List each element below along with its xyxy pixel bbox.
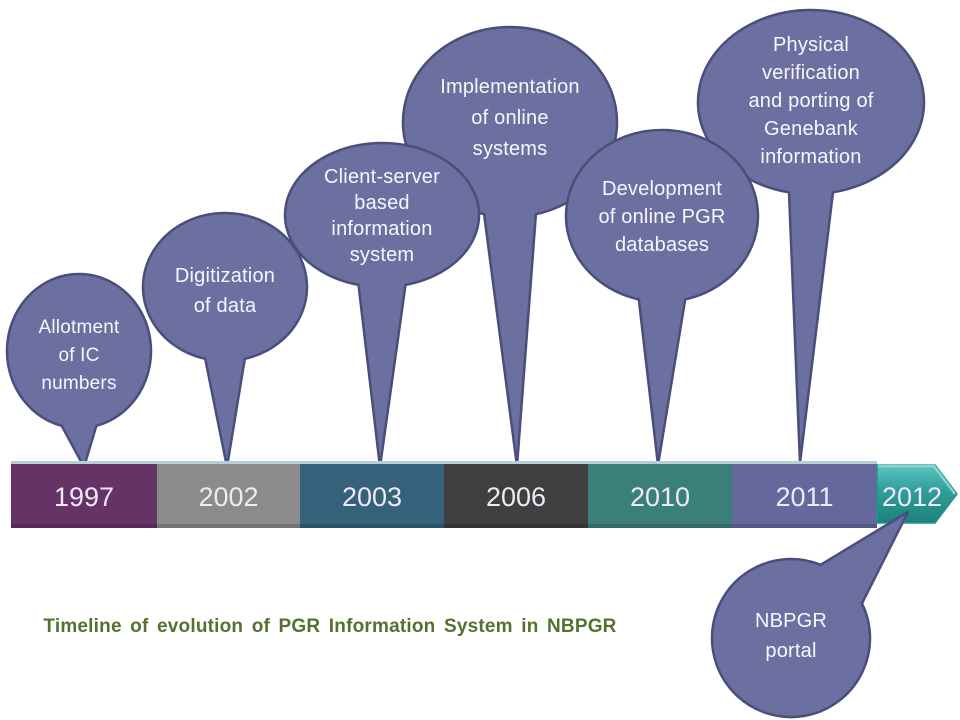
balloon-label-2012: NBPGR portal [754,610,828,662]
timeline-segment-2010 [588,464,732,528]
balloon-label-2011: Physical verification and porting of Gen… [748,34,874,168]
timeline-segment-2006 [444,464,588,528]
year-label-2003: 2003 [341,482,403,512]
bar-top-edge [11,461,877,464]
balloon-label-2003: Client-server based information system [324,166,440,266]
balloon-label-2002: Digitization of data [174,265,276,317]
balloon-label-1997: Allotment of IC numbers [38,317,120,394]
timeline-segment-2011 [732,464,877,528]
balloon-2002 [141,211,309,469]
arrow-top-bevel [878,464,956,495]
balloon-label-2006: Implementation of online systems [440,76,580,160]
year-label-2012: 2012 [881,482,943,512]
bar-bottom-shade [11,524,877,528]
balloon-label-2010: Development of online PGR databases [598,178,726,256]
timeline-segment-2002 [157,464,300,528]
timeline-segment-2003 [300,464,444,528]
timeline-segment-1997 [11,464,157,528]
year-label-2010: 2010 [629,482,691,512]
year-label-1997: 1997 [53,482,115,512]
year-label-2002: 2002 [198,482,259,512]
year-label-2011: 2011 [775,482,834,512]
year-label-2006: 2006 [485,482,547,512]
caption: Timeline of evolution of PGR Information… [43,616,617,637]
balloon-2012-portal [710,510,910,719]
balloon-1997 [5,272,153,469]
balloon-2010 [564,128,760,467]
